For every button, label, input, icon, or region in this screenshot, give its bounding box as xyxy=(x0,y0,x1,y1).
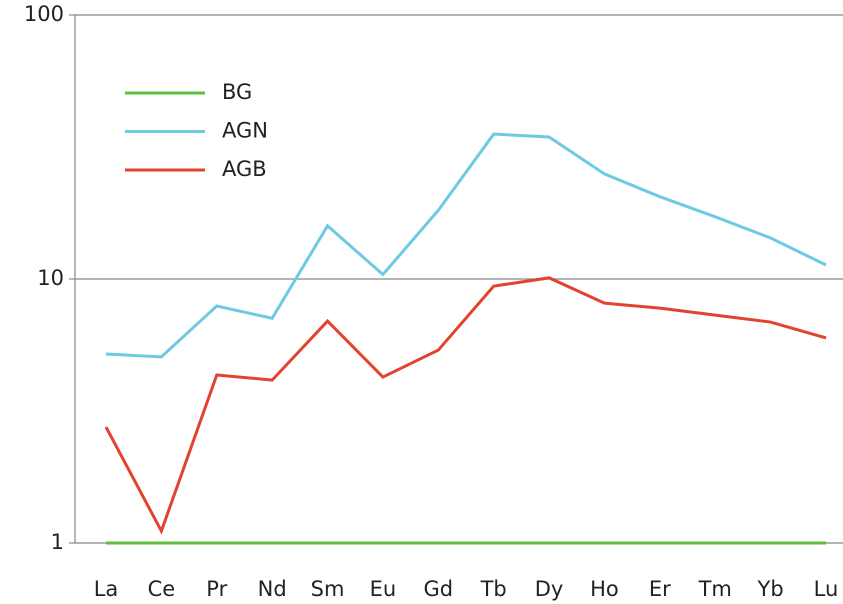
x-tick-label: Lu xyxy=(814,577,839,601)
x-tick-label: Eu xyxy=(370,577,397,601)
legend-label: AGB xyxy=(222,157,267,181)
x-tick-label: Dy xyxy=(535,577,564,601)
legend-label: BG xyxy=(222,80,252,104)
legend-label: AGN xyxy=(222,119,268,143)
y-tick-label: 100 xyxy=(24,2,64,26)
x-tick-label: Ce xyxy=(148,577,176,601)
y-tick-label: 10 xyxy=(37,266,64,290)
series-line xyxy=(105,132,827,359)
x-tick-label: Tb xyxy=(480,577,507,601)
x-tick-label: Ho xyxy=(590,577,619,601)
x-tick-label: Pr xyxy=(206,577,227,601)
x-tick-label: Yb xyxy=(757,577,784,601)
x-tick-label: Gd xyxy=(424,577,454,601)
x-tick-label: La xyxy=(94,577,119,601)
x-tick-label: Er xyxy=(649,577,671,601)
y-tick-label: 1 xyxy=(51,530,64,554)
x-tick-label: Nd xyxy=(258,577,287,601)
series-line xyxy=(104,276,827,535)
x-tick-label: Sm xyxy=(311,577,345,601)
x-tick-label: Tm xyxy=(698,577,732,601)
